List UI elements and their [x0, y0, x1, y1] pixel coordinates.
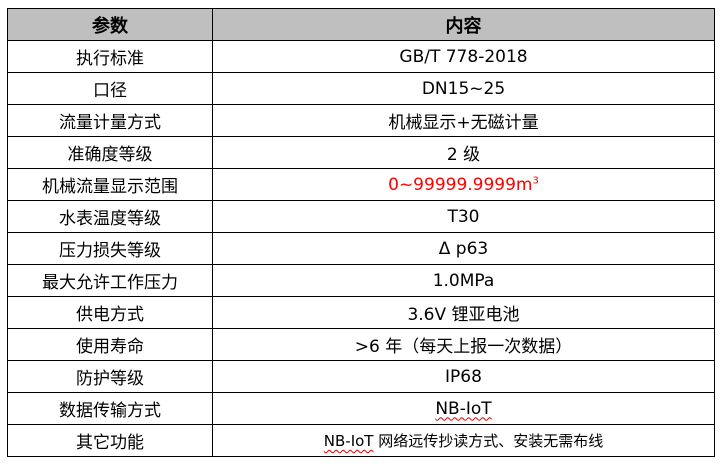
table-row: 数据传输方式 NB-IoT	[7, 392, 715, 425]
table-header-row: 参数 内容	[7, 8, 715, 41]
table-row: 水表温度等级 T30	[7, 200, 715, 233]
table-row: 口径 DN15~25	[7, 72, 715, 105]
param-cell: 执行标准	[7, 40, 213, 73]
table-row: 供电方式 3.6V 锂亚电池	[7, 296, 715, 329]
table-row: 执行标准 GB/T 778-2018	[7, 40, 715, 73]
value-cell: 0~99999.9999m3	[212, 168, 715, 201]
table-row: 最大允许工作压力 1.0MPa	[7, 264, 715, 297]
value-cell: Δ p63	[212, 232, 715, 265]
value-cell: NB-IoT 网络远传抄读方式、安装无需布线	[212, 424, 715, 457]
function-text: 网络远传抄读方式、安装无需布线	[373, 432, 604, 450]
table-row: 压力损失等级 Δ p63	[7, 232, 715, 265]
param-cell: 供电方式	[7, 296, 213, 329]
nbiot-text: NB-IoT	[435, 398, 492, 419]
value-cell: 2 级	[212, 136, 715, 169]
value-cell: 3.6V 锂亚电池	[212, 296, 715, 329]
table-row: 防护等级 IP68	[7, 360, 715, 393]
value-cell: NB-IoT	[212, 392, 715, 425]
table-row: 其它功能 NB-IoT 网络远传抄读方式、安装无需布线	[7, 424, 715, 457]
param-cell: 水表温度等级	[7, 200, 213, 233]
range-value: 0~99999.9999m	[388, 174, 533, 195]
param-cell: 机械流量显示范围	[7, 168, 213, 201]
param-cell: 流量计量方式	[7, 104, 213, 137]
value-cell: 1.0MPa	[212, 264, 715, 297]
param-cell: 压力损失等级	[7, 232, 213, 265]
param-cell: 数据传输方式	[7, 392, 213, 425]
value-cell: GB/T 778-2018	[212, 40, 715, 73]
param-cell: 最大允许工作压力	[7, 264, 213, 297]
header-content: 内容	[212, 8, 715, 41]
table-row: 流量计量方式 机械显示+无磁计量	[7, 104, 715, 137]
value-cell: 机械显示+无磁计量	[212, 104, 715, 137]
unit-superscript: 3	[532, 174, 539, 186]
value-cell: T30	[212, 200, 715, 233]
param-cell: 使用寿命	[7, 328, 213, 361]
table-row: 机械流量显示范围 0~99999.9999m3	[7, 168, 715, 201]
value-cell: IP68	[212, 360, 715, 393]
value-cell: >6 年（每天上报一次数据）	[212, 328, 715, 361]
param-cell: 防护等级	[7, 360, 213, 393]
nbiot-prefix: NB-IoT	[323, 432, 374, 450]
param-cell: 其它功能	[7, 424, 213, 457]
spec-table: 参数 内容 执行标准 GB/T 778-2018 口径 DN15~25 流量计量方式…	[7, 8, 715, 457]
param-cell: 准确度等级	[7, 136, 213, 169]
value-cell: DN15~25	[212, 72, 715, 105]
param-cell: 口径	[7, 72, 213, 105]
header-param: 参数	[7, 8, 213, 41]
table-row: 使用寿命 >6 年（每天上报一次数据）	[7, 328, 715, 361]
table-row: 准确度等级 2 级	[7, 136, 715, 169]
